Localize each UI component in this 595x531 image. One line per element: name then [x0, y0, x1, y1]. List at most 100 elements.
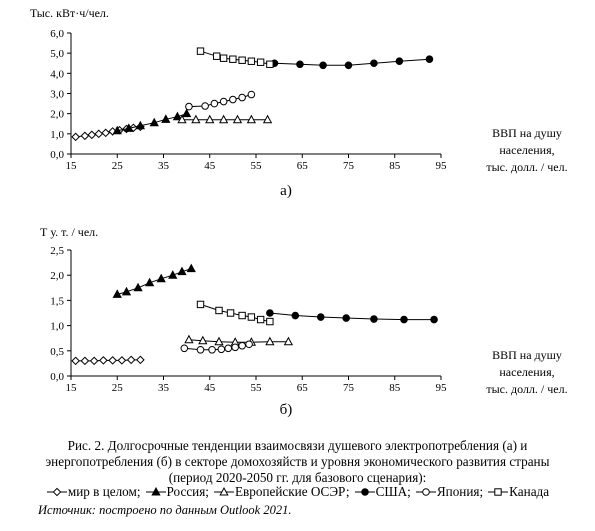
- data-point: [238, 341, 246, 350]
- legend-symbol: [46, 487, 67, 497]
- caption-line-2: энергопотребления (б) в секторе домохозя…: [45, 454, 550, 469]
- series-triangle-open: [184, 334, 294, 346]
- data-point: [94, 129, 104, 139]
- data-point: [215, 306, 223, 315]
- data-point: [117, 356, 127, 365]
- y-tick-label: 1,0: [50, 129, 64, 141]
- data-point: [231, 343, 239, 352]
- data-point: [156, 273, 166, 283]
- data-point: [212, 52, 221, 60]
- data-point: [99, 356, 108, 365]
- y-tick-label: 1,0: [50, 321, 64, 333]
- x-tick-label: 55: [251, 160, 263, 172]
- legend-item: Европейские ОСЭР;: [213, 484, 350, 500]
- x-axis-label-line: ВВП на душу: [492, 348, 562, 362]
- x-tick-label: 85: [389, 160, 401, 172]
- data-point: [319, 61, 327, 70]
- data-point: [180, 344, 189, 353]
- data-point: [177, 114, 187, 124]
- data-point: [198, 335, 208, 345]
- data-point: [177, 266, 187, 276]
- x-tick-label: 95: [436, 160, 448, 172]
- x-tick-label: 25: [112, 160, 124, 172]
- y-tick-label: 3,0: [50, 89, 64, 101]
- x-tick-label: 75: [343, 160, 355, 172]
- series-triangle-open: [177, 114, 273, 124]
- legend-item: США;: [354, 484, 411, 500]
- data-point: [425, 55, 434, 64]
- y-tick-label: 0,0: [50, 371, 64, 383]
- x-axis-label-line: ВВП на душу: [492, 126, 562, 140]
- legend-item: Россия;: [145, 484, 209, 500]
- chart-panel-a: 0,0 1,0 2,0 3,0 4,0 5,0 6,0 15 25 35 45 55 65 75 85 95 Т…: [30, 6, 568, 199]
- y-tick-label: 5,0: [50, 48, 64, 60]
- data-point: [229, 95, 237, 104]
- y-axis-label: Т у. т. / чел.: [40, 225, 98, 239]
- data-point: [232, 114, 243, 124]
- data-point: [296, 60, 304, 69]
- panel-label: б): [280, 402, 293, 418]
- data-point: [247, 90, 256, 99]
- data-point: [135, 120, 146, 130]
- data-point: [210, 99, 219, 108]
- caption-line-1: Рис. 2. Долгосрочные тенденции взаимосвя…: [67, 438, 528, 453]
- data-point: [247, 57, 256, 65]
- data-point: [214, 336, 224, 346]
- data-point: [196, 47, 205, 55]
- legend-marker: [150, 486, 161, 496]
- data-point: [87, 130, 97, 140]
- data-point: [219, 54, 228, 62]
- series-circle-open: [185, 90, 256, 111]
- x-tick-label: 65: [297, 160, 309, 172]
- data-point: [205, 114, 215, 124]
- data-point: [112, 289, 122, 298]
- data-point: [218, 114, 229, 124]
- data-point: [238, 56, 246, 64]
- data-point: [121, 286, 132, 296]
- chart-panel-b: 0,0 0,5 1,0 1,5 2,0 2,5 15 25 35 45 55 65 75 85 95 Т у.…: [40, 225, 568, 418]
- legend: мир в целом; Россия; Европейские ОСЭР; США;…: [0, 484, 595, 500]
- data-point: [161, 114, 171, 123]
- y-tick-label: 6,0: [50, 28, 64, 40]
- data-point: [291, 311, 300, 320]
- x-tick-label: 65: [297, 382, 309, 394]
- x-tick-label: 55: [251, 382, 263, 394]
- data-point: [400, 315, 408, 324]
- legend-symbol: [415, 488, 436, 496]
- y-tick-label: 2,0: [50, 270, 64, 282]
- legend-label: Европейские ОСЭР;: [234, 484, 350, 499]
- data-point: [196, 345, 205, 354]
- data-point: [245, 340, 253, 349]
- y-tick-label: 1,5: [50, 295, 64, 307]
- data-point: [181, 108, 192, 118]
- legend-label: Япония;: [436, 484, 484, 499]
- series-square-open: [196, 47, 274, 68]
- legend-item: Япония;: [415, 484, 483, 500]
- y-tick-label: 0,5: [50, 346, 64, 358]
- data-point: [124, 123, 134, 132]
- data-point: [229, 55, 237, 63]
- y-axis-label: Тыс. кВт·ч/чел.: [30, 6, 109, 20]
- data-point: [108, 356, 117, 365]
- data-point: [238, 311, 246, 320]
- data-point: [133, 282, 143, 292]
- data-point: [266, 60, 274, 68]
- legend-marker: [422, 488, 430, 496]
- data-point: [80, 356, 90, 366]
- x-tick-label: 35: [158, 160, 170, 172]
- legend-item: мир в целом;: [46, 484, 141, 500]
- data-point: [430, 315, 438, 324]
- data-point: [80, 131, 90, 141]
- data-point: [246, 114, 257, 124]
- y-tick-label: 0,0: [50, 149, 64, 161]
- panel-label: а): [280, 183, 292, 199]
- data-point: [247, 313, 256, 321]
- x-tick-label: 75: [343, 382, 355, 394]
- data-point: [191, 114, 201, 124]
- data-point: [71, 132, 80, 142]
- legend-marker: [52, 487, 62, 497]
- series-circle-filled: [266, 309, 438, 324]
- x-tick-label: 45: [204, 382, 216, 394]
- series-diamond-open: [71, 355, 145, 366]
- legend-marker: [494, 488, 502, 496]
